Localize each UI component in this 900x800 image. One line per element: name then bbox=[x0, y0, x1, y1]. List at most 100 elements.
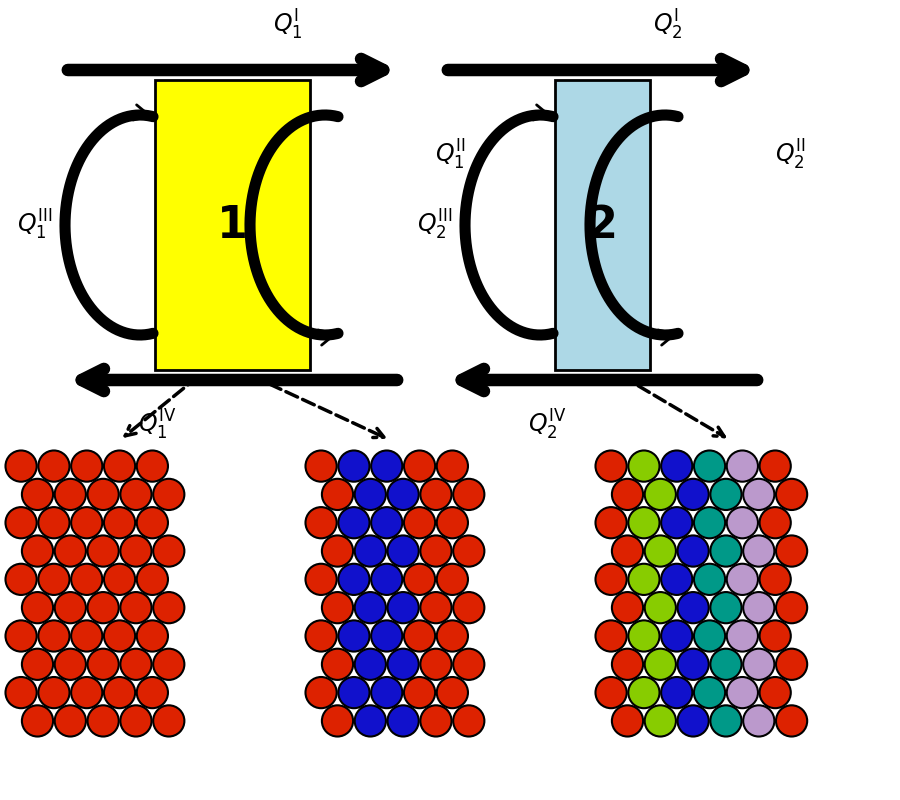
Circle shape bbox=[388, 478, 418, 510]
Circle shape bbox=[355, 706, 386, 737]
Circle shape bbox=[710, 649, 742, 680]
Circle shape bbox=[694, 564, 725, 595]
Circle shape bbox=[338, 450, 370, 482]
Circle shape bbox=[644, 649, 676, 680]
Circle shape bbox=[436, 564, 468, 595]
Circle shape bbox=[87, 592, 119, 623]
Circle shape bbox=[153, 706, 184, 737]
Circle shape bbox=[5, 677, 37, 708]
Circle shape bbox=[454, 592, 484, 623]
Circle shape bbox=[137, 620, 168, 651]
Circle shape bbox=[305, 677, 337, 708]
Circle shape bbox=[305, 507, 337, 538]
Circle shape bbox=[5, 620, 37, 651]
Circle shape bbox=[678, 649, 708, 680]
Circle shape bbox=[322, 478, 353, 510]
Circle shape bbox=[104, 450, 135, 482]
Circle shape bbox=[87, 706, 119, 737]
Circle shape bbox=[612, 649, 643, 680]
Circle shape bbox=[776, 592, 807, 623]
Circle shape bbox=[153, 649, 184, 680]
Text: 2: 2 bbox=[587, 203, 618, 246]
Circle shape bbox=[137, 450, 168, 482]
Circle shape bbox=[121, 478, 151, 510]
Circle shape bbox=[404, 450, 436, 482]
Circle shape bbox=[743, 592, 774, 623]
Bar bbox=[155, 80, 310, 370]
Circle shape bbox=[454, 706, 484, 737]
Circle shape bbox=[612, 706, 643, 737]
Circle shape bbox=[338, 507, 370, 538]
Circle shape bbox=[371, 450, 402, 482]
Circle shape bbox=[371, 507, 402, 538]
Circle shape bbox=[628, 677, 660, 708]
Circle shape bbox=[388, 706, 418, 737]
Circle shape bbox=[371, 677, 402, 708]
Circle shape bbox=[678, 478, 708, 510]
Text: $Q_2^{\mathsf{II}}$: $Q_2^{\mathsf{II}}$ bbox=[775, 138, 806, 172]
Circle shape bbox=[612, 592, 643, 623]
Text: 1: 1 bbox=[217, 203, 248, 246]
Circle shape bbox=[355, 478, 386, 510]
Circle shape bbox=[678, 592, 708, 623]
Circle shape bbox=[420, 478, 452, 510]
Circle shape bbox=[5, 507, 37, 538]
Circle shape bbox=[628, 620, 660, 651]
Circle shape bbox=[338, 564, 370, 595]
Circle shape bbox=[388, 535, 418, 566]
Circle shape bbox=[71, 564, 103, 595]
Circle shape bbox=[454, 478, 484, 510]
Circle shape bbox=[71, 507, 103, 538]
Circle shape bbox=[420, 649, 452, 680]
Circle shape bbox=[727, 507, 758, 538]
Circle shape bbox=[662, 677, 692, 708]
Text: $Q_2^{\mathsf{I}}$: $Q_2^{\mathsf{I}}$ bbox=[652, 8, 682, 42]
Circle shape bbox=[743, 706, 774, 737]
Circle shape bbox=[388, 649, 418, 680]
Circle shape bbox=[694, 620, 725, 651]
Circle shape bbox=[22, 706, 53, 737]
Circle shape bbox=[39, 677, 69, 708]
Circle shape bbox=[322, 706, 353, 737]
Circle shape bbox=[596, 620, 626, 651]
Circle shape bbox=[596, 677, 626, 708]
Circle shape bbox=[644, 478, 676, 510]
Circle shape bbox=[644, 706, 676, 737]
Circle shape bbox=[137, 564, 168, 595]
Circle shape bbox=[404, 620, 436, 651]
Circle shape bbox=[436, 450, 468, 482]
Circle shape bbox=[121, 706, 151, 737]
Circle shape bbox=[420, 706, 452, 737]
Circle shape bbox=[662, 564, 692, 595]
Text: $Q_1^{\mathsf{I}}$: $Q_1^{\mathsf{I}}$ bbox=[273, 8, 302, 42]
Text: $Q_1^{\mathsf{II}}$: $Q_1^{\mathsf{II}}$ bbox=[435, 138, 465, 172]
Circle shape bbox=[355, 649, 386, 680]
Circle shape bbox=[596, 450, 626, 482]
Circle shape bbox=[727, 564, 758, 595]
Circle shape bbox=[710, 592, 742, 623]
Circle shape bbox=[710, 535, 742, 566]
Circle shape bbox=[760, 507, 791, 538]
Circle shape bbox=[694, 450, 725, 482]
Circle shape bbox=[710, 706, 742, 737]
Circle shape bbox=[678, 535, 708, 566]
Circle shape bbox=[760, 564, 791, 595]
Circle shape bbox=[710, 478, 742, 510]
Circle shape bbox=[760, 677, 791, 708]
Circle shape bbox=[39, 507, 69, 538]
Circle shape bbox=[743, 649, 774, 680]
Circle shape bbox=[760, 450, 791, 482]
Circle shape bbox=[305, 620, 337, 651]
Circle shape bbox=[338, 620, 370, 651]
Circle shape bbox=[22, 478, 53, 510]
Circle shape bbox=[776, 649, 807, 680]
Circle shape bbox=[404, 564, 436, 595]
Circle shape bbox=[55, 478, 86, 510]
Circle shape bbox=[596, 564, 626, 595]
Circle shape bbox=[39, 564, 69, 595]
Circle shape bbox=[22, 535, 53, 566]
Circle shape bbox=[355, 592, 386, 623]
Circle shape bbox=[355, 535, 386, 566]
Circle shape bbox=[420, 535, 452, 566]
Circle shape bbox=[55, 649, 86, 680]
